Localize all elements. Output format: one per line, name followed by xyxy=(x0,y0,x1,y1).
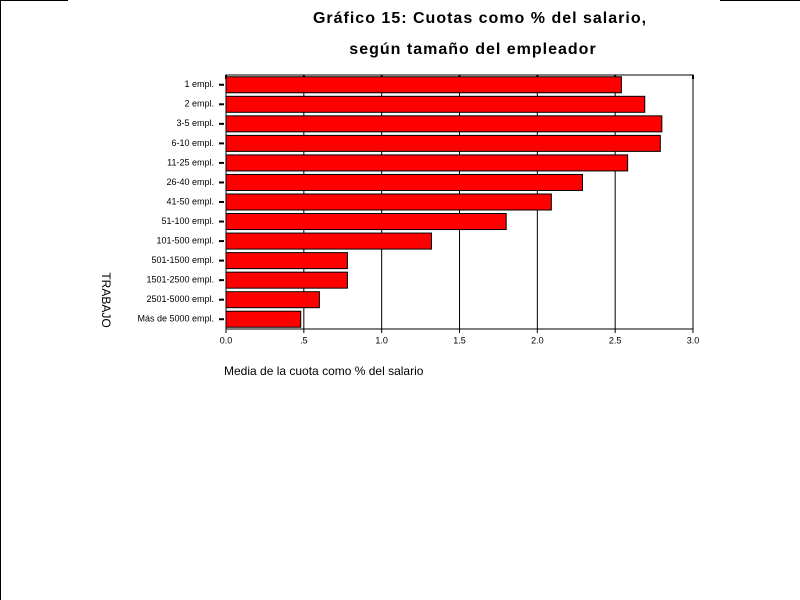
bar xyxy=(225,271,348,289)
y-axis-label: TRABAJO xyxy=(99,272,113,327)
x-axis-label: Media de la cuota como % del salario xyxy=(224,364,424,378)
chart-title: según tamaño del empleador xyxy=(349,41,596,58)
bar xyxy=(225,76,622,94)
x-tick-label: 3.0 xyxy=(687,335,700,345)
y-tick-label: 2 empl. xyxy=(184,99,214,109)
y-tick-label: 1501-2500 empl. xyxy=(146,275,214,285)
y-tick-label: 41-50 empl. xyxy=(166,196,214,206)
x-tick-label: 1.5 xyxy=(453,335,466,345)
bar xyxy=(225,310,302,328)
y-tick-label: 26-40 empl. xyxy=(166,177,214,187)
y-tick-label: 501-1500 empl. xyxy=(151,255,214,265)
x-tick-label: 2.0 xyxy=(531,335,544,345)
y-tick-label: 101-500 empl. xyxy=(156,235,214,245)
bar xyxy=(225,154,629,172)
y-tick-label: 3-5 empl. xyxy=(176,118,214,128)
bar xyxy=(225,291,320,309)
bar xyxy=(225,95,646,113)
bar xyxy=(225,213,507,231)
y-tick-label: Más de 5000 empl. xyxy=(137,314,214,324)
bar xyxy=(225,193,552,211)
y-tick-label: 51-100 empl. xyxy=(161,216,214,226)
y-tick-label: 1 empl. xyxy=(184,79,214,89)
y-tick-label: 6-10 empl. xyxy=(171,138,214,148)
x-tick-label: 0.0 xyxy=(220,335,233,345)
bar xyxy=(225,252,348,270)
x-tick-label: .5 xyxy=(300,335,308,345)
bar xyxy=(225,232,432,250)
y-tick-label: 11-25 empl. xyxy=(167,157,214,167)
x-tick-label: 2.5 xyxy=(609,335,622,345)
bar xyxy=(225,173,583,191)
bar xyxy=(225,134,661,152)
bar xyxy=(225,115,663,133)
y-tick-label: 2501-5000 empl. xyxy=(146,294,214,304)
x-tick-label: 1.0 xyxy=(375,335,388,345)
chart-title: Gráfico 15: Cuotas como % del salario, xyxy=(313,10,647,27)
